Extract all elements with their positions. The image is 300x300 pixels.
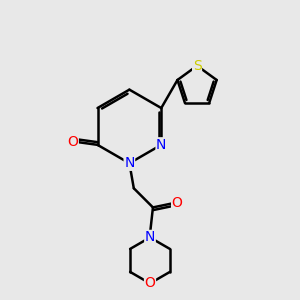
Text: N: N xyxy=(145,230,155,244)
Text: O: O xyxy=(172,196,182,210)
Text: N: N xyxy=(156,138,166,152)
Text: S: S xyxy=(193,59,201,73)
Text: O: O xyxy=(67,135,78,149)
Text: O: O xyxy=(145,276,155,290)
Text: N: N xyxy=(124,156,135,170)
